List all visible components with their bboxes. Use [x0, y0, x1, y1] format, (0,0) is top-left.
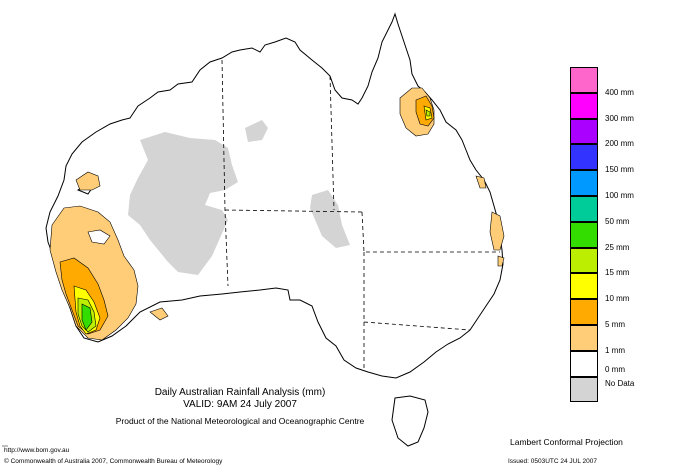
legend-label: 100 mm [605, 191, 634, 200]
legend-label: 15 mm [605, 268, 630, 278]
legend-label: 0 mm [605, 364, 625, 374]
legend-swatch [570, 144, 598, 171]
state-borders [221, 59, 500, 370]
rainfall-legend [570, 67, 598, 403]
legend-swatch [570, 221, 598, 248]
legend-swatch [570, 67, 598, 93]
legend-label: 150 mm [605, 165, 634, 175]
map-title: Daily Australian Rainfall Analysis (mm) [154, 387, 326, 398]
legend-label: No Data [605, 378, 635, 388]
legend-swatch [570, 273, 598, 300]
legend-swatch [570, 325, 598, 351]
legend-label: 25 mm [605, 242, 630, 252]
legend-swatch [570, 92, 598, 119]
legend-label: 10 mm [605, 294, 630, 304]
legend-swatch [570, 299, 598, 325]
legend-label: 300 mm [605, 113, 634, 123]
issued-time: Issued: 0503UTC 24 JUL 2007 [508, 458, 598, 465]
projection-label: Lambert Conformal Projection [510, 437, 623, 447]
australia-outline [45, 12, 504, 447]
legend-swatch [570, 118, 598, 145]
no-data-regions [128, 120, 350, 275]
legend-label: 5 mm [605, 320, 625, 329]
legend-label: 50 mm [605, 216, 630, 226]
rainfall-qld [399, 87, 505, 267]
map-title-block: Daily Australian Rainfall Analysis (mm) … [90, 387, 390, 427]
legend-swatch [570, 376, 598, 403]
legend-swatch [570, 350, 598, 377]
rainfall-wa [49, 171, 169, 341]
legend-label: 400 mm [605, 87, 634, 97]
copyright-note: © Commonwealth of Australia 2007, Common… [4, 458, 223, 465]
legend-label: 200 mm [605, 139, 634, 149]
website-url[interactable]: http://www.bom.gov.au [4, 447, 70, 454]
legend-swatch [570, 196, 598, 222]
valid-time: VALID: 9AM 24 July 2007 [183, 399, 297, 410]
legend-swatch [570, 170, 598, 196]
legend-swatch [570, 247, 598, 274]
producer-note: Product of the National Meteorological a… [115, 416, 365, 426]
legend-label: 1 mm [605, 345, 625, 355]
tasmania-outline [391, 395, 429, 447]
